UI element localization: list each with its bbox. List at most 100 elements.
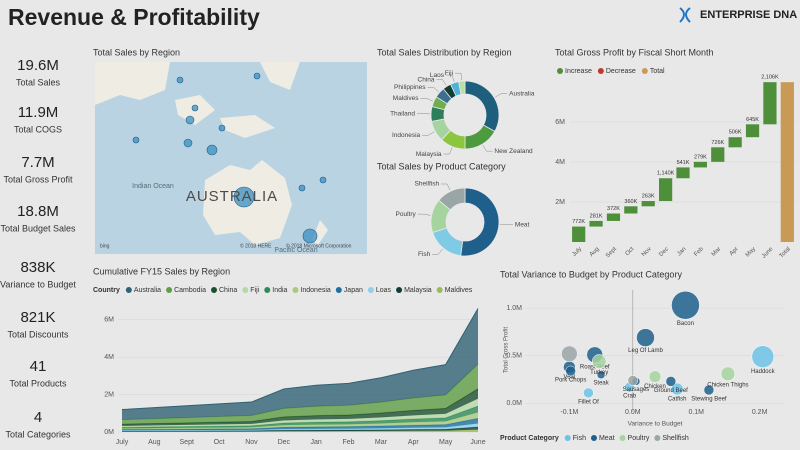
value-label: 541K (677, 160, 690, 166)
leader-line (422, 131, 435, 136)
x-tick-label: July (116, 439, 129, 446)
map-label: Indian Ocean (132, 183, 174, 190)
y-tick-label: 2M (104, 391, 114, 398)
waterfall-bar (711, 147, 725, 162)
value-label: 372K (607, 206, 620, 212)
kpi-value: 821K (20, 309, 55, 326)
map-land (175, 62, 300, 138)
y-tick-label: 4M (104, 354, 114, 361)
x-tick-label: 0.1M (688, 409, 704, 416)
waterfall-bar (693, 161, 707, 168)
waterfall-bar (676, 167, 690, 179)
slice-label: Fish (418, 251, 431, 258)
point-label: Leg Of Lamb (628, 348, 663, 354)
x-tick-label: Mar (711, 246, 723, 258)
x-tick-label: July (571, 246, 583, 258)
bubble (671, 290, 700, 320)
bubble (565, 365, 576, 377)
legend-swatch (264, 287, 271, 293)
donut-slice (464, 124, 496, 150)
value-label: 263K (642, 193, 655, 199)
x-tick-label: Apr (408, 439, 420, 446)
point-label: Pork Chops (555, 378, 586, 384)
map-bubbles (132, 72, 327, 244)
x-tick-label: Feb (343, 439, 355, 446)
legend-label: Decrease (606, 68, 636, 75)
slice-label: Laos (430, 72, 445, 79)
legend-swatch (242, 287, 249, 293)
slice-label: Philippines (394, 84, 426, 91)
bubble (751, 345, 775, 368)
kpi-label: Total Categories (5, 429, 71, 439)
chart-title: Total Sales by Product Category (377, 161, 506, 171)
map-attribution: © 2018 Microsoft Corporation (286, 242, 352, 249)
legend-label: China (219, 287, 237, 294)
waterfall-bar (745, 124, 760, 138)
value-label: 726K (711, 140, 724, 146)
point-label: Roast Beef (580, 364, 610, 370)
map-attribution: bing (100, 243, 110, 249)
kpi-value: 838K (20, 259, 55, 276)
point-label: Sausages (623, 387, 650, 393)
bubble (636, 328, 655, 347)
value-label: 360K (624, 199, 637, 205)
y-tick-label: 0.5M (506, 353, 522, 360)
slice-label: New Zealand (494, 148, 533, 155)
chart-title: Total Sales Distribution by Region (377, 47, 512, 57)
x-tick-label: June (761, 246, 775, 260)
legend-label: Maldives (445, 287, 473, 294)
slice-label: Shellfish (415, 181, 440, 188)
donut-slice (438, 187, 466, 211)
point-label: Fillet Of (578, 399, 599, 405)
donut-slice (460, 187, 500, 257)
legend-swatch (557, 68, 563, 74)
legend-label: Increase (565, 68, 592, 75)
logo-icon (679, 7, 691, 23)
slice-label: Fiji (445, 70, 453, 77)
slice-label: Malaysia (416, 151, 442, 158)
legend-label: Total (650, 68, 665, 75)
bubble (665, 376, 677, 387)
y-tick-label: 6M (555, 119, 565, 126)
area-line (121, 308, 479, 411)
chart-title: Total Variance to Budget by Product Cate… (500, 269, 682, 279)
legend-label: Australia (134, 287, 161, 294)
legend-label: Shellfish (662, 435, 689, 442)
area-fill (122, 398, 478, 428)
area-fill (122, 412, 478, 430)
slice-label: Indonesia (392, 132, 421, 139)
logo-text: ENTERPRISE DNA (700, 9, 797, 21)
point-label: Bacon (677, 321, 694, 327)
leader-line (443, 147, 453, 155)
x-tick-label: Oct (214, 439, 225, 446)
waterfall-bar (728, 137, 742, 148)
area-fill (122, 423, 478, 432)
x-tick-label: Sept (180, 439, 194, 446)
x-tick-label: Aug (148, 439, 161, 446)
bubble (627, 375, 639, 386)
y-tick-label: 6M (104, 317, 114, 324)
value-label: 281K (590, 213, 603, 219)
legend-swatch (166, 287, 173, 293)
point-label: Steak (593, 380, 609, 386)
point-label: Haddock (751, 369, 776, 375)
x-tick-label: June (470, 439, 485, 446)
value-label: 1,140K (657, 171, 675, 177)
point-label: Ground Beef (654, 388, 688, 394)
legend-swatch (597, 68, 604, 74)
point-label: Stewing Beef (691, 397, 727, 403)
y-tick-label: 1.0M (506, 305, 522, 312)
area-fill (122, 308, 478, 420)
bubble (561, 345, 578, 363)
waterfall-bar (763, 82, 777, 125)
legend-swatch (641, 68, 648, 74)
leader-line (436, 79, 447, 86)
legend-swatch (564, 435, 571, 441)
point-label: Chicken (644, 384, 666, 390)
y-tick-label: 0.0M (506, 400, 522, 407)
value-label: 2,106K (761, 75, 779, 81)
leader-line (455, 72, 462, 81)
chart-title: Total Sales by Region (93, 47, 180, 57)
x-tick-label: 0.0M (625, 409, 641, 416)
